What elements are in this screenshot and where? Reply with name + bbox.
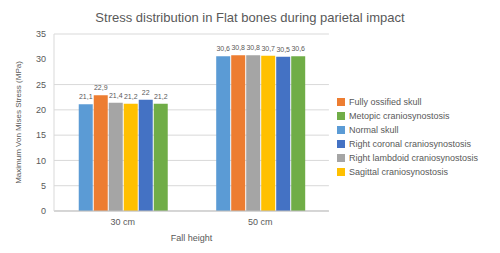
html-text:Normal skull: Normal skull [348,124,399,135]
svg-text:15: 15 [36,130,46,140]
html-text:Stress distribution in Flat bo: Stress distribution in Flat bones during… [95,10,405,25]
svg-text:21,4: 21,4 [109,92,123,99]
svg-text:20: 20 [36,105,46,115]
svg-text:21,2: 21,2 [154,93,168,100]
svg-text:Fall height: Fall height [171,233,213,243]
svg-text:0: 0 [41,206,46,216]
svg-text:21,1: 21,1 [79,93,93,100]
svg-text:30,6: 30,6 [216,45,230,52]
svg-text:22,9: 22,9 [94,84,108,91]
svg-text:21,2: 21,2 [124,93,138,100]
svg-text:30,5: 30,5 [276,46,290,53]
svg-text:Maximum Von Mises Stress (MPa): Maximum Von Mises Stress (MPa) [14,61,23,184]
svg-text:10: 10 [36,156,46,166]
svg-text:30: 30 [36,54,46,64]
svg-text:5: 5 [41,181,46,191]
html-text:Sagittal craniosynostosis: Sagittal craniosynostosis [348,166,448,177]
svg-text:50 cm: 50 cm [248,217,273,227]
html-text:Right lambdoid craniosynostosi: Right lambdoid craniosynostosis [348,152,478,163]
svg-text:30 cm: 30 cm [110,217,135,227]
svg-text:30,7: 30,7 [261,45,275,52]
svg-text:30,8: 30,8 [231,44,245,51]
svg-text:30,8: 30,8 [246,44,260,51]
svg-text:22: 22 [142,89,150,96]
html-text:Right coronal craniosynostosis: Right coronal craniosynostosis [348,138,471,149]
html-text:Metopic craniosynostosis: Metopic craniosynostosis [348,110,450,121]
svg-text:25: 25 [36,80,46,90]
svg-text:35: 35 [36,29,46,39]
svg-text:30,6: 30,6 [291,45,305,52]
html-text:Fully ossified skull: Fully ossified skull [348,96,422,107]
